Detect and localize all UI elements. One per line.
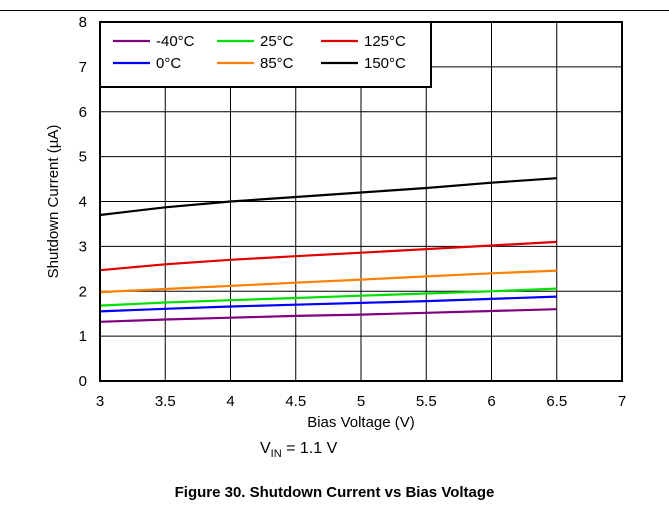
vin-value: = 1.1 V xyxy=(281,440,338,457)
legend-label-5: 150°C xyxy=(364,55,406,72)
series-line-4 xyxy=(99,240,557,272)
legend-label-1: 0°C xyxy=(156,55,181,72)
top-rule xyxy=(0,10,669,11)
y-axis-title: Shutdown Current (µA) xyxy=(45,125,62,279)
y-tick-label-7: 7 xyxy=(79,59,87,76)
series-line-5 xyxy=(99,177,557,217)
y-tick-label-2: 2 xyxy=(79,283,87,300)
x-tick-label-3: 4.5 xyxy=(285,393,306,410)
x-tick-label-7: 6.5 xyxy=(546,393,567,410)
legend-label-4: 125°C xyxy=(364,33,406,50)
y-tick-label-8: 8 xyxy=(79,14,87,31)
x-tick-label-8: 7 xyxy=(618,393,626,410)
y-tick-label-1: 1 xyxy=(79,328,87,345)
y-tick-label-6: 6 xyxy=(79,104,87,121)
vin-subscript: IN xyxy=(270,448,282,461)
x-tick-label-2: 4 xyxy=(226,393,234,410)
tick-labels: 3 3.5 4 4.5 5 5.5 6 6.5 7 0 1 2 3 4 5 6 7 8 xyxy=(79,14,627,410)
x-tick-label-4: 5 xyxy=(357,393,365,410)
x-tick-label-5: 5.5 xyxy=(416,393,437,410)
legend-label-2: 25°C xyxy=(260,33,294,50)
vin-symbol: V xyxy=(260,440,271,457)
legend-label-0: -40°C xyxy=(156,33,195,50)
x-tick-label-6: 6 xyxy=(487,393,495,410)
series-line-1 xyxy=(99,295,557,313)
shutdown-current-chart: 3 3.5 4 4.5 5 5.5 6 6.5 7 0 1 2 3 4 5 6 7 8 Bias Voltage … xyxy=(45,14,627,431)
series-line-3 xyxy=(99,269,557,294)
series-lines xyxy=(99,177,557,323)
legend: -40°C 25°C 125°C 0°C 85°C 150°C xyxy=(99,21,432,88)
vin-condition-note: VIN = 1.1 V xyxy=(260,440,337,460)
x-tick-label-0: 3 xyxy=(96,393,104,410)
series-line-2 xyxy=(99,287,557,307)
y-tick-label-0: 0 xyxy=(79,373,87,390)
y-tick-label-5: 5 xyxy=(79,149,87,166)
series-line-0 xyxy=(99,308,557,323)
legend-label-3: 85°C xyxy=(260,55,294,72)
figure-caption: Figure 30. Shutdown Current vs Bias Volt… xyxy=(174,484,495,501)
legend-box xyxy=(99,21,432,88)
x-tick-label-1: 3.5 xyxy=(155,393,176,410)
y-tick-label-4: 4 xyxy=(79,194,87,211)
x-axis-title: Bias Voltage (V) xyxy=(307,414,415,431)
y-tick-label-3: 3 xyxy=(79,238,87,255)
